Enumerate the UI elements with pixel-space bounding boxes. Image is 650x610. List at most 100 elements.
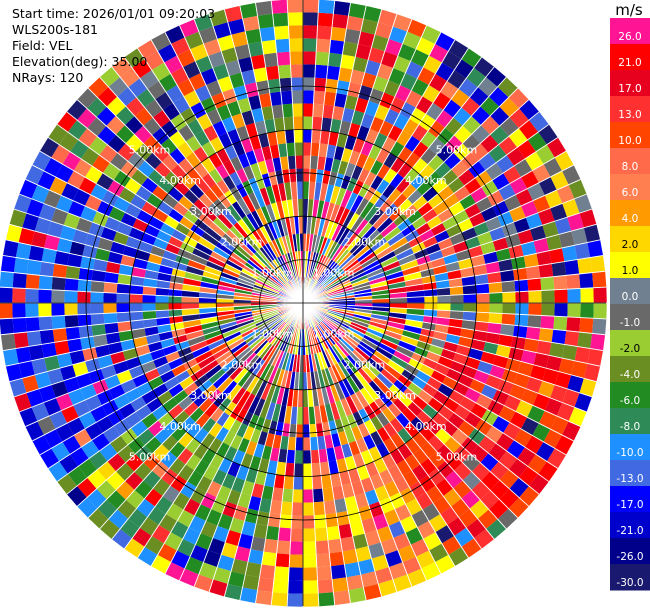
radar-cell: [528, 290, 542, 303]
radar-cell: [402, 265, 421, 277]
ray-line: [302, 302, 550, 482]
radar-cell: [448, 412, 465, 429]
radar-cell: [133, 336, 148, 348]
radar-cell: [513, 267, 528, 281]
radar-cell: [213, 567, 232, 584]
radar-cell: [295, 155, 303, 169]
radar-cell: [132, 218, 149, 233]
radar-cell: [193, 427, 209, 444]
radar-cell: [317, 324, 334, 347]
radar-cell: [132, 527, 152, 547]
radar-cell: [351, 480, 365, 496]
radar-cell: [271, 403, 282, 422]
radar-cell: [31, 184, 50, 204]
radar-cell: [303, 389, 309, 408]
radar-cell: [289, 38, 303, 52]
radar-cell: [303, 198, 309, 217]
radar-cell: [348, 268, 365, 280]
radar-cell: [189, 340, 208, 353]
radar-cell: [256, 276, 281, 292]
radar-cell: [283, 116, 294, 131]
radar-cell: [116, 303, 130, 313]
radar-cell: [373, 132, 388, 149]
radar-cell: [38, 289, 52, 303]
radar-cell: [193, 198, 208, 213]
radar-cell: [388, 207, 403, 222]
radar-cell: [169, 315, 183, 325]
radar-cell: [330, 26, 347, 42]
radar-cell: [308, 354, 314, 373]
radar-cell: [288, 423, 297, 438]
radar-cell: [419, 425, 435, 442]
radar-cell: [97, 86, 118, 107]
radar-cell: [574, 194, 592, 214]
radar-cell: [202, 270, 221, 281]
radar-cell: [568, 179, 587, 199]
radar-cell: [22, 213, 39, 232]
radar-cell: [367, 357, 384, 373]
radar-cell: [316, 553, 331, 568]
radar-cell: [436, 144, 454, 162]
radar-cell: [168, 236, 184, 249]
radar-cell: [132, 59, 152, 79]
radar-cell: [398, 198, 413, 213]
radar-cell: [77, 108, 97, 129]
radar-cell: [330, 472, 342, 488]
radar-cell: [183, 401, 199, 417]
radar-cell: [312, 254, 325, 280]
radar-cell: [157, 412, 174, 428]
radar-cell: [361, 364, 377, 381]
radar-cell: [305, 233, 311, 252]
radar-cell: [207, 255, 226, 268]
radar-cell: [226, 100, 242, 117]
radar-cell: [470, 143, 489, 161]
radar-cell: [165, 242, 181, 255]
radar-cell: [246, 375, 260, 394]
radar-cell: [216, 303, 234, 308]
radar-cell: [464, 411, 482, 428]
colorbar-swatch: [610, 70, 650, 97]
radar-cell: [437, 355, 453, 369]
radar-cell: [325, 513, 339, 528]
radar-cell: [141, 177, 158, 194]
radar-cell: [313, 217, 322, 236]
ray-line: [0, 286, 304, 304]
radar-cell: [130, 275, 145, 287]
radar-cell: [351, 110, 365, 126]
radar-cell: [262, 268, 284, 287]
radar-cell: [521, 388, 538, 406]
radar-cell: [212, 217, 230, 234]
radar-cell: [554, 151, 574, 171]
radar-cell: [180, 173, 196, 190]
radar-cell: [171, 364, 187, 377]
radar-cell: [237, 56, 254, 73]
radar-cell: [77, 88, 98, 109]
radar-cell: [426, 215, 443, 230]
radar-cell: [208, 152, 223, 169]
radar-cell: [25, 316, 40, 333]
radar-cell: [125, 115, 144, 135]
radar-cell: [229, 72, 245, 89]
radar-cell: [361, 225, 377, 242]
radar-cell: [462, 454, 481, 472]
radar-cell: [331, 345, 344, 362]
radar-cell: [169, 130, 186, 148]
radar-cell: [551, 329, 567, 345]
radar-cell: [341, 107, 355, 123]
radar-cell: [170, 113, 188, 131]
radar-cell: [331, 244, 344, 261]
radar-cell: [412, 432, 428, 449]
radar-cell: [360, 571, 379, 588]
radar-cell: [88, 77, 109, 98]
radar-cell: [587, 348, 604, 367]
radar-cell: [554, 435, 574, 455]
radar-cell: [354, 292, 373, 298]
radar-cell: [389, 141, 405, 158]
radar-cell: [345, 395, 359, 415]
radar-cell: [329, 39, 345, 55]
radar-cell: [458, 336, 473, 348]
radar-cell: [532, 164, 551, 183]
radar-cell: [233, 222, 249, 239]
radar-cell: [383, 437, 398, 454]
radar-cell: [169, 458, 186, 476]
